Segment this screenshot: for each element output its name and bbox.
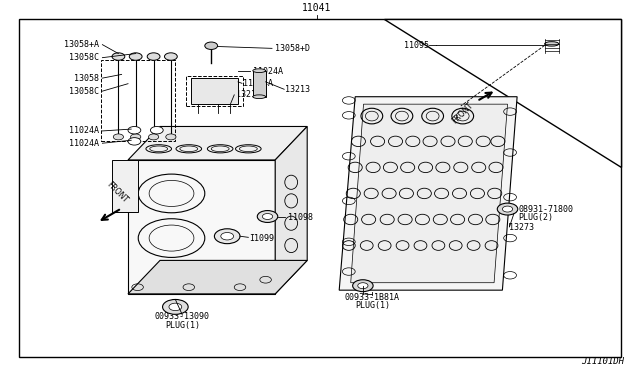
Text: 13273: 13273 <box>509 223 534 232</box>
Circle shape <box>497 203 518 215</box>
Polygon shape <box>253 71 266 97</box>
Circle shape <box>214 229 240 244</box>
Text: 11098: 11098 <box>288 213 313 222</box>
Polygon shape <box>128 126 307 160</box>
Circle shape <box>128 126 141 134</box>
Text: 11024A: 11024A <box>243 79 273 88</box>
Ellipse shape <box>545 42 559 46</box>
Ellipse shape <box>253 69 266 73</box>
Bar <box>101 60 175 141</box>
Polygon shape <box>128 160 275 294</box>
Circle shape <box>113 134 124 140</box>
Text: 13058: 13058 <box>74 74 99 83</box>
Circle shape <box>129 53 142 60</box>
Text: PLUG(1): PLUG(1) <box>355 301 390 310</box>
Circle shape <box>128 138 141 145</box>
Polygon shape <box>384 19 621 167</box>
Circle shape <box>131 134 141 140</box>
Circle shape <box>150 126 163 134</box>
Polygon shape <box>351 104 508 283</box>
Circle shape <box>163 299 188 314</box>
Circle shape <box>112 53 125 60</box>
Text: 13213: 13213 <box>285 85 310 94</box>
Text: 13212: 13212 <box>236 90 260 99</box>
Text: 11024A: 11024A <box>253 67 283 76</box>
Circle shape <box>169 303 182 311</box>
Text: I1099: I1099 <box>250 234 275 243</box>
Ellipse shape <box>253 95 266 99</box>
Text: FRONT: FRONT <box>450 100 475 125</box>
Text: 13058+D: 13058+D <box>275 44 310 53</box>
Text: 00933-13090: 00933-13090 <box>155 312 210 321</box>
Circle shape <box>358 283 368 289</box>
Text: 11024A: 11024A <box>69 139 99 148</box>
Circle shape <box>164 53 177 60</box>
Circle shape <box>262 214 273 219</box>
Text: J11101DH: J11101DH <box>581 357 624 366</box>
Text: FRONT: FRONT <box>105 180 129 205</box>
Circle shape <box>502 206 513 212</box>
Circle shape <box>166 134 176 140</box>
Polygon shape <box>112 160 138 212</box>
Circle shape <box>353 280 373 292</box>
Text: 13058C: 13058C <box>69 53 99 62</box>
Circle shape <box>257 211 278 222</box>
Polygon shape <box>191 78 238 104</box>
Circle shape <box>221 232 234 240</box>
Circle shape <box>205 42 218 49</box>
Text: PLUG(1): PLUG(1) <box>165 321 200 330</box>
Polygon shape <box>275 126 307 294</box>
Circle shape <box>148 134 159 140</box>
Text: 13058+A: 13058+A <box>64 40 99 49</box>
Polygon shape <box>339 97 517 290</box>
Bar <box>186 76 243 106</box>
Text: 11095: 11095 <box>404 41 429 50</box>
Text: 13058C: 13058C <box>69 87 99 96</box>
Text: 00933-1B81A: 00933-1B81A <box>345 293 400 302</box>
Polygon shape <box>128 260 307 294</box>
Circle shape <box>147 53 160 60</box>
Text: 08931-71800: 08931-71800 <box>518 205 573 214</box>
Text: 11041: 11041 <box>302 3 332 13</box>
Text: PLUG(2): PLUG(2) <box>518 213 554 222</box>
Text: 11024A: 11024A <box>69 126 99 135</box>
